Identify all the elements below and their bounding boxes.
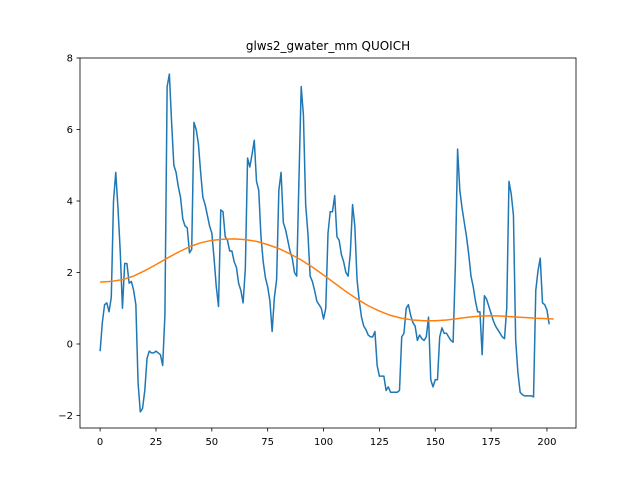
- series-line-1: [99, 73, 550, 413]
- series-line-2: [100, 238, 554, 322]
- x-tick-label: 150: [426, 437, 445, 448]
- x-tick-label: 100: [314, 437, 333, 448]
- y-axis-ticks: −2 0 2 4 6 8: [58, 54, 80, 422]
- y-tick-label: 8: [67, 54, 73, 65]
- y-tick-label: 2: [67, 268, 73, 279]
- plot-lines: [99, 73, 554, 413]
- x-tick-label: 0: [97, 437, 103, 448]
- y-tick-label: 6: [67, 125, 73, 136]
- chart-title: glws2_gwater_mm QUOICH: [246, 39, 410, 53]
- y-tick-label: 0: [67, 339, 73, 350]
- x-tick-label: 175: [482, 437, 501, 448]
- x-axis-ticks: 0 25 50 75 100 125 150 175 200: [97, 428, 557, 448]
- x-tick-label: 200: [537, 437, 556, 448]
- x-tick-label: 75: [261, 437, 274, 448]
- x-tick-label: 125: [370, 437, 389, 448]
- y-tick-label: −2: [58, 411, 73, 422]
- y-tick-label: 4: [67, 196, 73, 207]
- x-tick-label: 50: [205, 437, 218, 448]
- x-tick-label: 25: [150, 437, 163, 448]
- plot-frame: [79, 57, 577, 429]
